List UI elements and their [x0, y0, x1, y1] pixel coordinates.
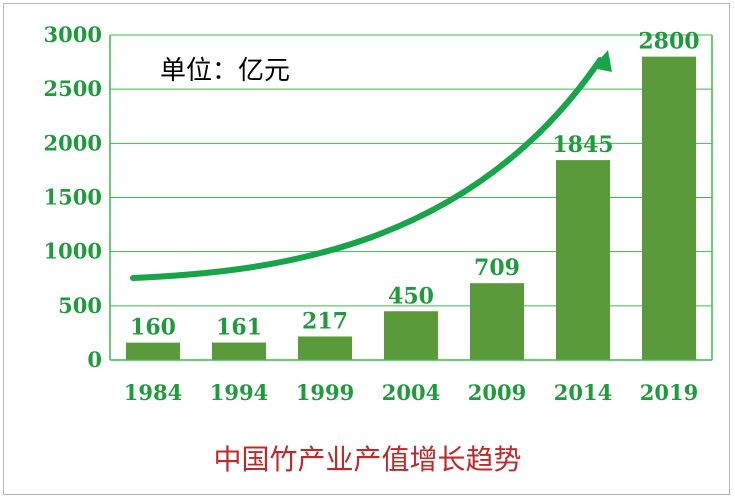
- axes: [109, 35, 713, 361]
- y-tick-label-3000: 3000: [44, 22, 102, 47]
- data-label-1984: 160: [130, 315, 176, 341]
- x-tick-label-2009: 2009: [468, 380, 526, 405]
- x-tick-label-1984: 1984: [124, 380, 182, 405]
- trend-arrow: [130, 50, 612, 281]
- trend-arrow-curve: [130, 57, 603, 281]
- x-tick-label-2004: 2004: [382, 380, 440, 405]
- y-tick-label-2000: 2000: [44, 130, 102, 155]
- x-tick-label-1994: 1994: [210, 380, 268, 405]
- bar-2014: [556, 160, 610, 360]
- x-tick-label-2014: 2014: [554, 380, 612, 405]
- bar-2019: [642, 56, 696, 361]
- x-tick-labels: 1984 1994 1999 2004 2009 2014 2019: [124, 380, 698, 405]
- data-label-2014: 1845: [552, 132, 613, 158]
- data-labels: 160 161 217 450 709 1845 2800: [130, 29, 700, 341]
- y-tick-labels: 0 500 1000 1500 2000 2500 3000: [44, 22, 102, 372]
- grid-lines: [110, 34, 712, 307]
- data-label-1999: 217: [302, 308, 348, 334]
- data-label-1994: 161: [216, 315, 262, 341]
- bar-1999: [298, 336, 352, 360]
- chart-title: 中国竹产业产值增长趋势: [213, 443, 522, 476]
- data-label-2004: 450: [388, 283, 434, 309]
- y-tick-label-1500: 1500: [44, 185, 102, 210]
- x-tick-label-1999: 1999: [296, 380, 354, 405]
- data-label-2009: 709: [474, 255, 520, 281]
- trend-arrow-head: [592, 50, 612, 72]
- bar-1994: [212, 342, 266, 360]
- unit-label: 单位：亿元: [160, 56, 291, 86]
- y-tick-label-2500: 2500: [44, 76, 102, 101]
- x-tick-label-2019: 2019: [640, 380, 698, 405]
- bars: [126, 56, 696, 361]
- bar-2004: [384, 311, 438, 360]
- y-tick-label-500: 500: [58, 293, 102, 318]
- y-tick-label-1000: 1000: [44, 239, 102, 264]
- data-label-2019: 2800: [638, 29, 699, 55]
- y-tick-label-0: 0: [87, 347, 102, 372]
- bar-1984: [126, 342, 180, 360]
- bar-2009: [470, 283, 524, 360]
